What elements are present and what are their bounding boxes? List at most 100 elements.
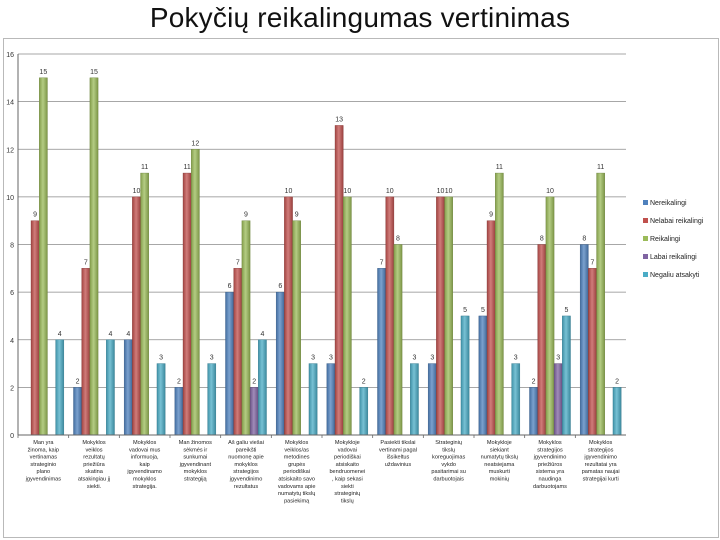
bar: [486, 220, 496, 436]
bar: [511, 363, 521, 436]
bar: [284, 196, 293, 436]
bar: [553, 363, 563, 436]
bar: [182, 172, 192, 436]
bar: [249, 387, 259, 436]
bar: [393, 244, 403, 436]
data-label: 4: [58, 331, 62, 338]
x-tick-label: Mokyklos vadovai mus informuoja, kaip įgyven…: [127, 440, 162, 490]
bar: [106, 339, 115, 436]
bar: [55, 339, 65, 436]
data-label: 10: [285, 188, 293, 195]
data-label: 8: [582, 236, 586, 243]
data-label: 2: [532, 378, 536, 385]
bar: [612, 387, 622, 436]
chart-data-labels: 9 15 4 2 7 15 4 4 10 11 3 2 11 12 3 6 7 9 2 4 6 10 9 3 3 13 10 2 7 10…: [33, 69, 619, 386]
bar: [596, 172, 605, 436]
data-label: 7: [591, 259, 595, 266]
data-label: 3: [514, 355, 518, 362]
bar: [132, 196, 141, 436]
data-label: 10: [133, 188, 141, 195]
legend-label: Nereikalingi: [650, 200, 687, 207]
data-label: 10: [546, 188, 554, 195]
bar: [89, 77, 99, 436]
bar: [191, 149, 200, 436]
bar: [30, 220, 40, 436]
legend-swatch: [643, 200, 648, 205]
x-tick-label: Man yra žinoma, kaip vertinamas strateginio…: [26, 440, 62, 483]
y-tick-label: 8: [10, 243, 14, 250]
data-label: 11: [496, 164, 503, 171]
bar: [537, 244, 547, 436]
data-label: 4: [126, 331, 130, 338]
bar: [444, 196, 453, 436]
page-title: Pokyčių reikalingumas vertinimas: [149, 2, 571, 33]
x-tick-label: Mokyklos strategijos įgyvendinimo priežiūro…: [533, 440, 567, 490]
y-tick-label: 2: [10, 385, 14, 392]
bar: [385, 196, 395, 436]
data-label: 2: [76, 378, 80, 385]
data-label: 15: [90, 69, 98, 76]
bar: [410, 363, 419, 436]
data-label: 7: [236, 259, 240, 266]
y-tick-label: 16: [6, 52, 14, 59]
data-label: 9: [33, 212, 37, 219]
legend-label: Negaliu atsakyti: [650, 272, 700, 279]
bar: [343, 196, 352, 436]
bar: [427, 363, 437, 436]
chart-category-labels: Man yra žinoma, kaip vertinamas strateginio…: [26, 440, 620, 504]
bar: [377, 268, 386, 436]
data-label: 11: [183, 164, 190, 171]
data-label: 8: [540, 236, 544, 243]
legend-label: Reikalingi: [650, 236, 681, 243]
data-label: 12: [191, 140, 199, 147]
bar: [225, 291, 234, 436]
data-label: 2: [252, 378, 256, 385]
data-label: 3: [329, 355, 333, 362]
data-label: 11: [141, 164, 148, 171]
y-tick-label: 0: [10, 433, 14, 440]
chart-bars: [30, 77, 622, 436]
data-label: 8: [396, 236, 400, 243]
bar: [292, 220, 301, 436]
legend-swatch: [643, 254, 648, 259]
y-tick-label: 10: [6, 195, 14, 202]
data-label: 10: [386, 188, 394, 195]
data-label: 2: [615, 378, 619, 385]
data-label: 3: [159, 355, 163, 362]
bar: [460, 315, 470, 436]
data-label: 3: [210, 355, 214, 362]
legend-swatch: [643, 236, 648, 241]
bar: [73, 387, 82, 436]
data-label: 13: [335, 116, 343, 123]
bar: [588, 268, 597, 436]
x-tick-label: Strateginių tikslų koreguojimas vykdo pasita…: [431, 440, 466, 483]
bar: [207, 363, 217, 436]
bar: [478, 315, 488, 436]
bar: [123, 339, 133, 436]
x-tick-label: Aš galiu viešai pareikšti nuomonę apie moky…: [228, 440, 264, 490]
chart-grid: [18, 53, 626, 436]
data-label: 6: [278, 283, 282, 290]
data-label: 9: [489, 212, 493, 219]
x-tick-label: Mokyklos veiklos rezultatų priežiūra skatina…: [78, 440, 111, 490]
data-label: 4: [260, 331, 264, 338]
data-label: 3: [556, 355, 560, 362]
data-label: 10: [343, 188, 351, 195]
data-label: 5: [463, 307, 467, 314]
chart-legend: Nereikalingi Nelabai reikalingi Reikalingi…: [643, 200, 704, 279]
bar: [436, 196, 445, 436]
bar: [326, 363, 336, 436]
chart-axes: 0 2 4 6 8 10 12 14 16: [6, 52, 626, 440]
x-tick-label: Mokyklos veiklos/as metodines grupės periodi…: [278, 440, 316, 504]
x-tick-label: Pasiekti tikslai vertinami pagal išsikeltu…: [379, 440, 417, 468]
bar: [562, 315, 571, 436]
data-label: 9: [244, 212, 248, 219]
legend-swatch: [643, 218, 648, 223]
bar: [241, 220, 251, 436]
data-label: 10: [445, 188, 453, 195]
data-label: 15: [39, 69, 47, 76]
bar: [579, 244, 589, 436]
y-tick-label: 6: [10, 290, 14, 297]
bar: [495, 172, 504, 436]
